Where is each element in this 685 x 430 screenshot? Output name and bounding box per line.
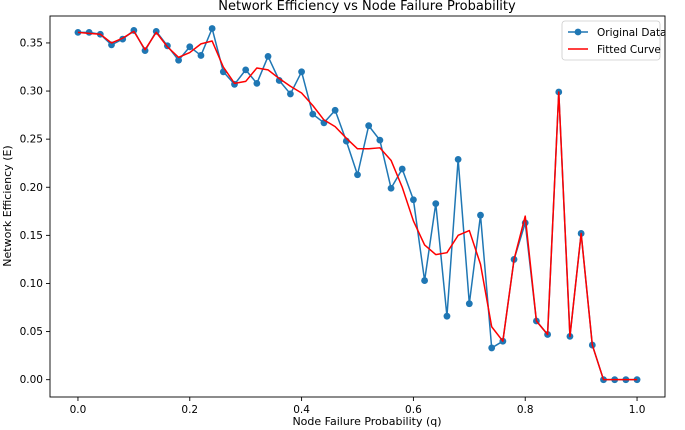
legend-fitted-label: Fitted Curve — [597, 44, 661, 56]
y-tick-label: 0.25 — [20, 134, 43, 146]
legend: Original Data Fitted Curve — [561, 20, 667, 61]
original-data-point — [410, 196, 417, 204]
original-data-point — [264, 53, 272, 60]
original-data-point — [465, 300, 473, 308]
original-data-point — [242, 66, 250, 74]
original-data-point — [488, 344, 496, 352]
x-tick-label: 0.0 — [70, 404, 87, 416]
x-tick-label: 1.0 — [629, 404, 646, 416]
series-layer — [74, 25, 641, 384]
y-tick-label: 0.05 — [20, 326, 43, 338]
y-axis: 0.00 0.05 0.10 0.15 0.20 0.25 0.30 0.35 — [20, 37, 50, 386]
original-data-point — [331, 106, 339, 114]
legend-original-marker — [574, 28, 582, 36]
fitted-curve-line — [77, 30, 638, 381]
y-tick-label: 0.30 — [20, 86, 43, 98]
original-data-point — [376, 136, 384, 144]
y-tick-label: 0.10 — [20, 278, 43, 290]
y-tick-label: 0.15 — [20, 230, 43, 242]
y-tick-label: 0.00 — [20, 374, 43, 386]
original-data-point — [454, 155, 462, 163]
original-data-point — [432, 200, 440, 208]
original-data-point — [231, 80, 238, 88]
original-data-point — [253, 79, 261, 87]
y-tick-label: 0.20 — [20, 182, 43, 194]
x-tick-label: 0.2 — [181, 404, 198, 416]
original-data-point — [354, 171, 361, 179]
legend-original-label: Original Data — [597, 27, 667, 39]
original-data-point — [298, 68, 305, 76]
y-axis-label: Network Efficiency (E) — [1, 145, 14, 266]
x-tick-label: 0.8 — [517, 404, 534, 416]
original-data-point — [275, 77, 283, 84]
y-tick-label: 0.35 — [20, 37, 43, 49]
x-axis-label: Node Failure Probability (q) — [292, 415, 441, 428]
original-data-point — [421, 277, 428, 284]
original-data-point — [398, 165, 406, 173]
x-axis: 0.0 0.2 0.4 0.6 0.8 1.0 — [70, 397, 646, 416]
legend-box — [561, 20, 661, 61]
original-data-point — [141, 47, 149, 55]
original-data-point — [477, 211, 484, 219]
original-data-point — [85, 28, 93, 36]
plot-frame — [49, 15, 666, 398]
original-data-point — [152, 27, 160, 35]
original-data-point — [208, 25, 216, 32]
original-data-point — [309, 110, 317, 118]
chart-title: Network Efficiency vs Node Failure Proba… — [218, 0, 516, 14]
original-data-point — [197, 52, 205, 59]
original-data-point — [186, 43, 194, 51]
x-tick-label: 0.4 — [293, 404, 310, 416]
original-data-point — [108, 41, 115, 49]
original-data-point — [175, 56, 182, 64]
original-data-point — [443, 312, 451, 320]
original-data-point — [287, 90, 294, 98]
original-data-point — [365, 122, 373, 130]
x-tick-label: 0.6 — [405, 404, 422, 416]
original-data-point — [387, 184, 395, 192]
